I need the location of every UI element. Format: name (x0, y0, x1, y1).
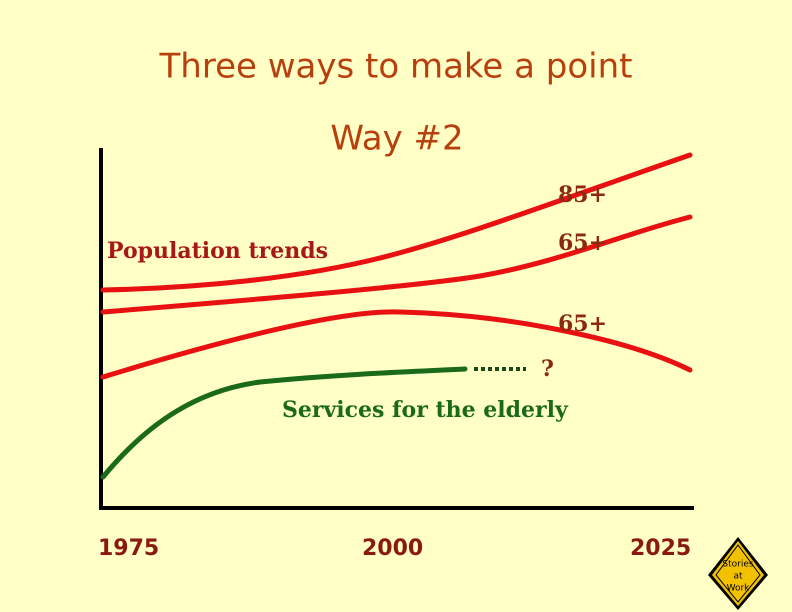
curve-label: 85+ (558, 182, 607, 208)
x-label: 1975 (98, 536, 159, 561)
logo-text: Stories (722, 560, 753, 570)
slide-title: Three ways to make a point (159, 47, 633, 87)
x-label: 2025 (630, 536, 691, 561)
curve-65-plus-lower (100, 309, 693, 380)
curve-label: 65+ (558, 311, 607, 337)
services-curve (100, 366, 468, 480)
population-label: Population trends (107, 238, 328, 264)
slide-subtitle: Way #2 (330, 119, 463, 159)
logo-text: at (733, 572, 743, 582)
logo-text: Work (727, 584, 751, 594)
services-label: Services for the elderly (282, 397, 569, 423)
curve-label: 65+ (558, 230, 607, 256)
x-label: 2000 (362, 536, 423, 561)
curve-65-plus (100, 214, 693, 315)
question-label: ? (541, 356, 554, 382)
logo: Stories at Work (708, 537, 768, 610)
curve-85-plus (100, 152, 693, 293)
